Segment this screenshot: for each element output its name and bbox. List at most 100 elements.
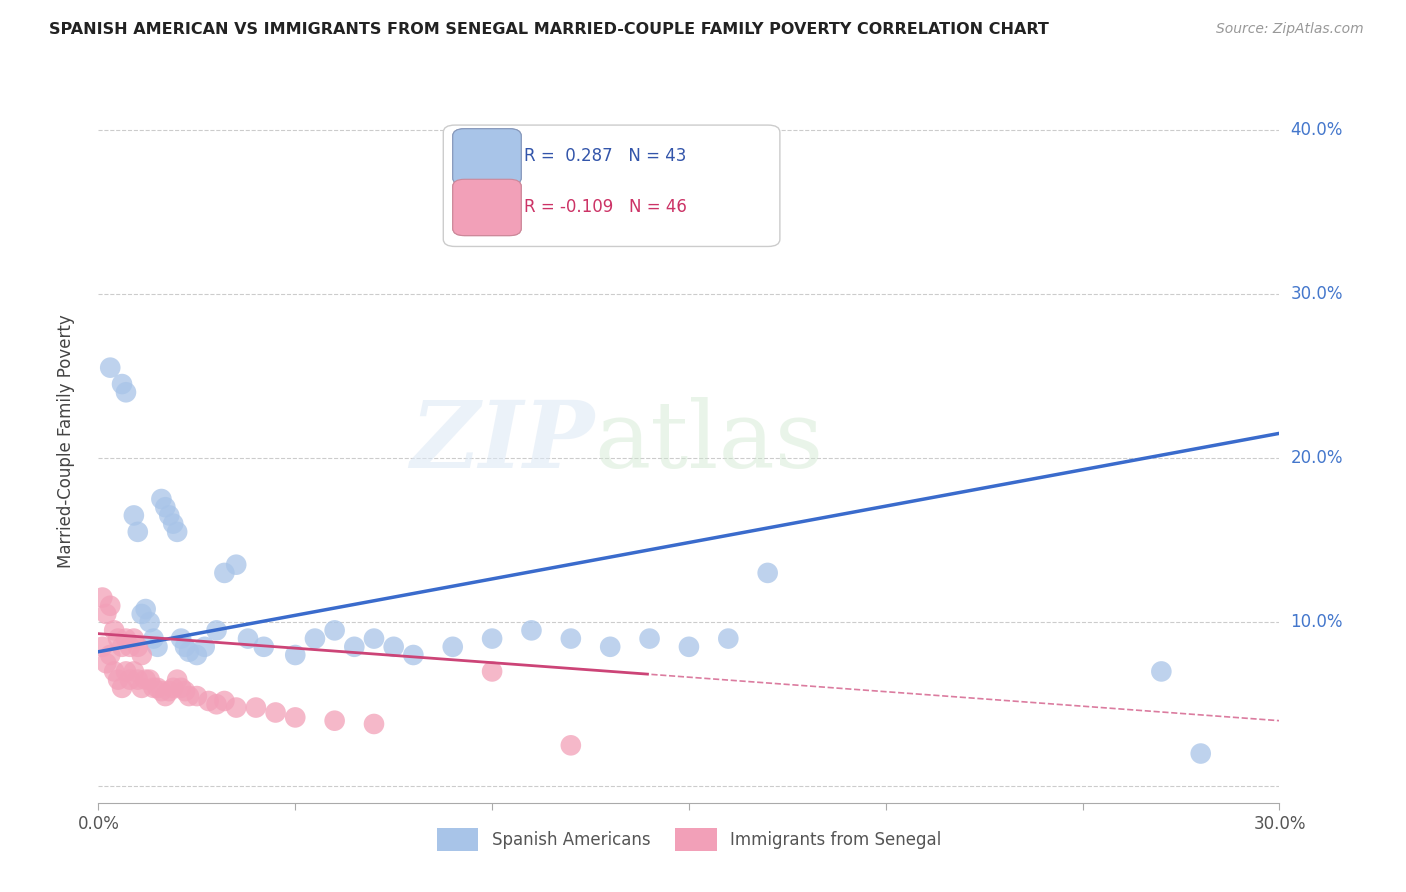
Point (157, 508, 180, 523)
Point (214, 694, 236, 708)
Point (155, 689, 177, 703)
Point (138, 615, 160, 630)
Point (91, 591, 114, 605)
Point (253, 640, 276, 654)
Point (122, 508, 145, 523)
Point (166, 524, 188, 539)
Point (717, 632, 740, 646)
Point (111, 681, 134, 695)
Point (402, 648, 425, 662)
Point (225, 700, 247, 714)
Point (118, 640, 141, 654)
Point (174, 684, 197, 698)
Text: 20.0%: 20.0% (1291, 449, 1343, 467)
Text: atlas: atlas (595, 397, 824, 486)
Text: SPANISH AMERICAN VS IMMIGRANTS FROM SENEGAL MARRIED-COUPLE FAMILY POVERTY CORREL: SPANISH AMERICAN VS IMMIGRANTS FROM SENE… (49, 22, 1049, 37)
Point (111, 640, 134, 654)
Point (177, 645, 200, 659)
Point (186, 648, 208, 662)
Point (135, 673, 157, 687)
Y-axis label: Married-Couple Family Poverty: Married-Couple Family Poverty (56, 315, 75, 568)
Point (284, 648, 307, 662)
Point (122, 632, 145, 646)
Point (155, 500, 177, 515)
Point (284, 710, 307, 724)
Point (142, 681, 165, 695)
Point (91, 640, 114, 654)
Point (264, 706, 287, 720)
Point (323, 714, 346, 728)
Point (162, 681, 184, 695)
Point (127, 673, 149, 687)
Point (131, 681, 153, 695)
FancyBboxPatch shape (453, 179, 522, 235)
Point (678, 640, 700, 654)
Text: 10.0%: 10.0% (1291, 613, 1343, 632)
Point (214, 566, 236, 580)
Point (122, 665, 145, 679)
Point (150, 491, 173, 506)
Point (138, 673, 160, 687)
Point (481, 632, 503, 646)
Point (98, 360, 121, 375)
Text: 30.0%: 30.0% (1291, 285, 1343, 302)
Point (245, 700, 267, 714)
Point (115, 665, 138, 679)
Point (131, 607, 153, 621)
Point (236, 632, 259, 646)
Point (170, 632, 193, 646)
FancyBboxPatch shape (453, 128, 522, 185)
Point (197, 694, 219, 708)
Point (599, 640, 621, 654)
Point (96, 607, 118, 621)
Point (363, 717, 385, 731)
Text: Source: ZipAtlas.com: Source: ZipAtlas.com (1216, 22, 1364, 37)
Point (170, 681, 193, 695)
Point (186, 689, 208, 703)
Point (96, 657, 118, 671)
Point (150, 684, 173, 698)
Point (127, 640, 149, 654)
Point (520, 624, 543, 638)
Point (1150, 665, 1173, 679)
Point (1189, 747, 1212, 761)
Text: 40.0%: 40.0% (1291, 120, 1343, 138)
Point (98, 599, 121, 613)
Point (343, 640, 366, 654)
Point (107, 632, 129, 646)
Point (103, 624, 125, 638)
Point (157, 684, 180, 698)
Point (146, 640, 169, 654)
Point (363, 632, 385, 646)
Text: ZIP: ZIP (411, 397, 595, 486)
Point (560, 739, 582, 753)
Point (107, 673, 129, 687)
Point (323, 624, 346, 638)
Text: R = -0.109   N = 46: R = -0.109 N = 46 (523, 198, 686, 216)
Point (115, 385, 138, 400)
Point (638, 632, 661, 646)
Point (127, 524, 149, 539)
Point (142, 632, 165, 646)
Point (162, 516, 184, 531)
Point (103, 665, 125, 679)
Point (131, 648, 153, 662)
Point (115, 632, 138, 646)
Point (756, 566, 779, 580)
Point (382, 640, 405, 654)
Point (441, 640, 464, 654)
Point (177, 689, 200, 703)
Point (205, 698, 228, 712)
Point (174, 640, 197, 654)
Legend: Spanish Americans, Immigrants from Senegal: Spanish Americans, Immigrants from Seneg… (429, 819, 949, 860)
Point (98, 648, 121, 662)
Point (166, 673, 188, 687)
Point (304, 632, 326, 646)
Point (481, 665, 503, 679)
Point (560, 632, 582, 646)
Point (118, 673, 141, 687)
Point (135, 602, 157, 616)
Point (205, 624, 228, 638)
Text: R =  0.287   N = 43: R = 0.287 N = 43 (523, 147, 686, 165)
Point (194, 640, 217, 654)
